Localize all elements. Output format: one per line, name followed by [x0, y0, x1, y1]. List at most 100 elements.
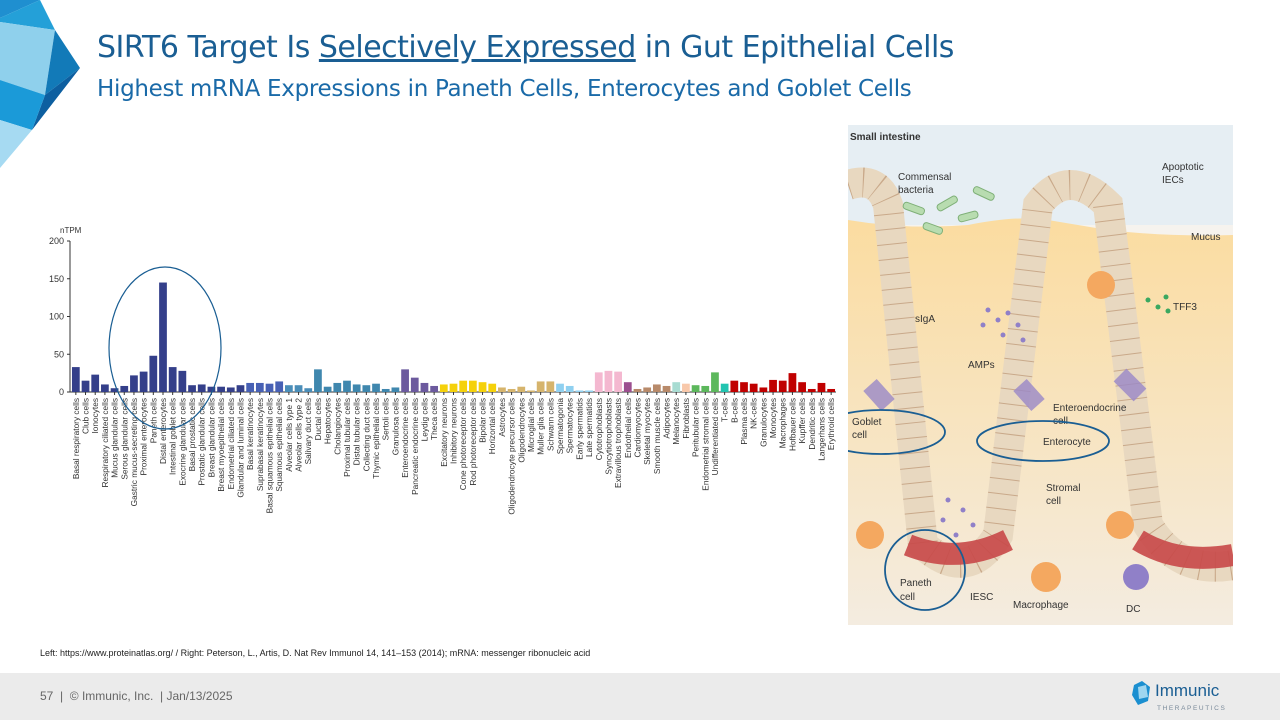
label-goblet-1: Goblet: [852, 417, 882, 428]
x-tick-label: Endometrial stromal cells: [700, 398, 710, 491]
x-tick-label: Suprabasal keratinocytes: [255, 398, 265, 491]
x-tick-label: Granulosa cells: [390, 398, 400, 455]
x-tick-label: Glandular and luminal cells: [235, 398, 245, 498]
x-tick-label: Bipolar cells: [478, 398, 488, 443]
bar: [197, 384, 206, 392]
bar: [672, 382, 681, 392]
bar: [633, 388, 642, 392]
bar: [546, 381, 555, 392]
source-note: Left: https://www.proteinatlas.org/ / Ri…: [40, 648, 591, 658]
x-tick-label: Adipocytes: [662, 398, 672, 439]
x-tick-label: Macrophages: [778, 398, 788, 448]
bacteria-icons: [902, 186, 995, 235]
bar: [643, 387, 652, 392]
expression-bar-chart: nTPM 0 50 100 150 200 Basal respiratory cell…: [49, 226, 836, 515]
x-tick-label: Club cells: [81, 398, 91, 434]
x-tick-label: Fibroblasts: [681, 398, 691, 439]
bar: [372, 383, 380, 392]
x-tick-label: Respiratory ciliated cells: [100, 398, 110, 487]
bar: [701, 385, 710, 392]
bar: [749, 383, 758, 392]
macrophage-icons: [856, 271, 1134, 592]
bar: [517, 386, 526, 392]
x-tick-label: Collecting duct cells: [361, 398, 371, 471]
label-macrophage: Macrophage: [1013, 600, 1069, 611]
bar: [565, 385, 574, 392]
bar: [488, 383, 497, 392]
x-tick-label: Distal enterocytes: [158, 398, 168, 464]
x-tick-label: Mucus glandular cells: [110, 398, 120, 478]
x-tick-label: Spermatocytes: [565, 398, 575, 453]
x-tick-label: Ionocytes: [90, 398, 100, 434]
x-tick-label: Leydig cells: [419, 398, 429, 441]
label-enteroendocrine-1: Enteroendocrine: [1053, 403, 1127, 414]
x-tick-label: Thymic epithelial cells: [371, 398, 381, 479]
bar: [217, 386, 225, 392]
label-bacteria: bacteria: [898, 185, 934, 196]
x-tick-labels: Basal respiratory cells Club cells Ionocyt…: [71, 392, 836, 515]
x-tick-label: Alveolar cells type 1: [284, 398, 294, 472]
x-tick-label: T-cells: [720, 398, 730, 422]
x-tick-label: Basal prostatic cells: [187, 398, 197, 471]
bar: [498, 387, 506, 392]
label-iecs: IECs: [1162, 175, 1184, 186]
bar: [556, 383, 564, 392]
bar: [110, 388, 119, 392]
label-enterocyte: Enterocyte: [1043, 437, 1091, 448]
x-tick-label: Inhibitory neurons: [449, 398, 459, 464]
label-paneth-1: Paneth: [900, 578, 932, 589]
bar: [468, 380, 477, 392]
bar: [778, 380, 787, 392]
x-tick-label: Langerhans cells: [816, 398, 826, 461]
x-tick-label: Salivary duct cells: [303, 398, 313, 464]
bar: [817, 382, 826, 392]
bar: [323, 386, 332, 392]
bar: [623, 382, 632, 392]
bar: [827, 388, 836, 392]
bar: [91, 374, 100, 392]
x-tick-label: Squamous epithelial cells: [274, 398, 284, 492]
bar: [711, 372, 719, 392]
bar: [449, 383, 458, 392]
bar: [265, 383, 274, 392]
label-mucus: Mucus: [1191, 232, 1220, 243]
y-tick-label: 150: [49, 274, 64, 284]
x-tick-label: Intestinal goblet cells: [168, 398, 178, 475]
label-iesc: IESC: [970, 592, 993, 603]
bar: [420, 382, 429, 392]
bar: [740, 382, 748, 392]
x-tick-label: Theca cells: [429, 398, 439, 440]
bar: [285, 385, 293, 392]
label-tff3: TFF3: [1173, 302, 1197, 313]
bar: [149, 355, 158, 392]
x-tick-label: Hepatocytes: [323, 398, 333, 444]
x-tick-label: Breast myoepithelial cells: [216, 398, 226, 492]
bar: [207, 386, 216, 392]
x-tick-label: Rod photoreceptor cells: [468, 398, 478, 486]
x-tick-label: Gastric mucus-secreting cells: [129, 398, 139, 506]
bar: [333, 382, 342, 392]
x-tick-label: Proximal tubular cells: [342, 398, 352, 477]
brand-name: Immunic: [1155, 681, 1220, 700]
x-tick-label: Schwann cells: [545, 398, 555, 451]
x-tick-label: Endometrial ciliated cells: [226, 398, 236, 489]
title-post: in Gut Epithelial Cells: [635, 30, 955, 65]
bar: [788, 373, 797, 392]
x-tick-label: B-cells: [729, 398, 739, 423]
x-tick-label: Breast glandular cells: [206, 398, 216, 477]
x-tick-label: Hofbauer cells: [787, 398, 797, 451]
immunic-logo: Immunic THERAPEUTICS: [1132, 681, 1225, 712]
bar: [682, 383, 690, 392]
x-tick-label: Basal respiratory cells: [71, 398, 81, 479]
x-tick-label: Paneth cells: [148, 398, 158, 443]
paneth-highlight: [884, 529, 966, 611]
x-tick-label: Syncytiotrophoblasts: [603, 398, 613, 475]
x-tick-label: Plasma cells: [739, 398, 749, 445]
bar: [730, 380, 739, 392]
x-tick-label: Sertoli cells: [381, 398, 391, 440]
x-tick-label: Enteroendocrine cells: [400, 398, 410, 478]
x-tick-label: Microglial cells: [526, 398, 536, 452]
bar: [459, 380, 468, 392]
x-tick-label: Basal squamous epithelial cells: [265, 398, 275, 513]
bar: [381, 388, 390, 392]
